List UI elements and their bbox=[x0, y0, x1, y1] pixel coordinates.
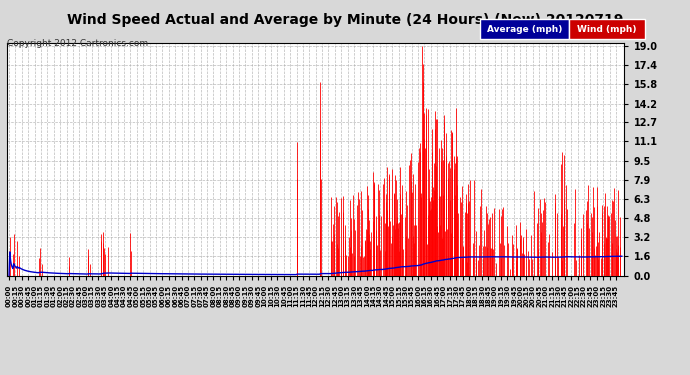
Text: Average (mph): Average (mph) bbox=[486, 25, 562, 34]
Text: Wind (mph): Wind (mph) bbox=[578, 25, 637, 34]
Text: Copyright 2012 Cartronics.com: Copyright 2012 Cartronics.com bbox=[7, 39, 148, 48]
Text: Wind Speed Actual and Average by Minute (24 Hours) (New) 20120719: Wind Speed Actual and Average by Minute … bbox=[67, 13, 623, 27]
